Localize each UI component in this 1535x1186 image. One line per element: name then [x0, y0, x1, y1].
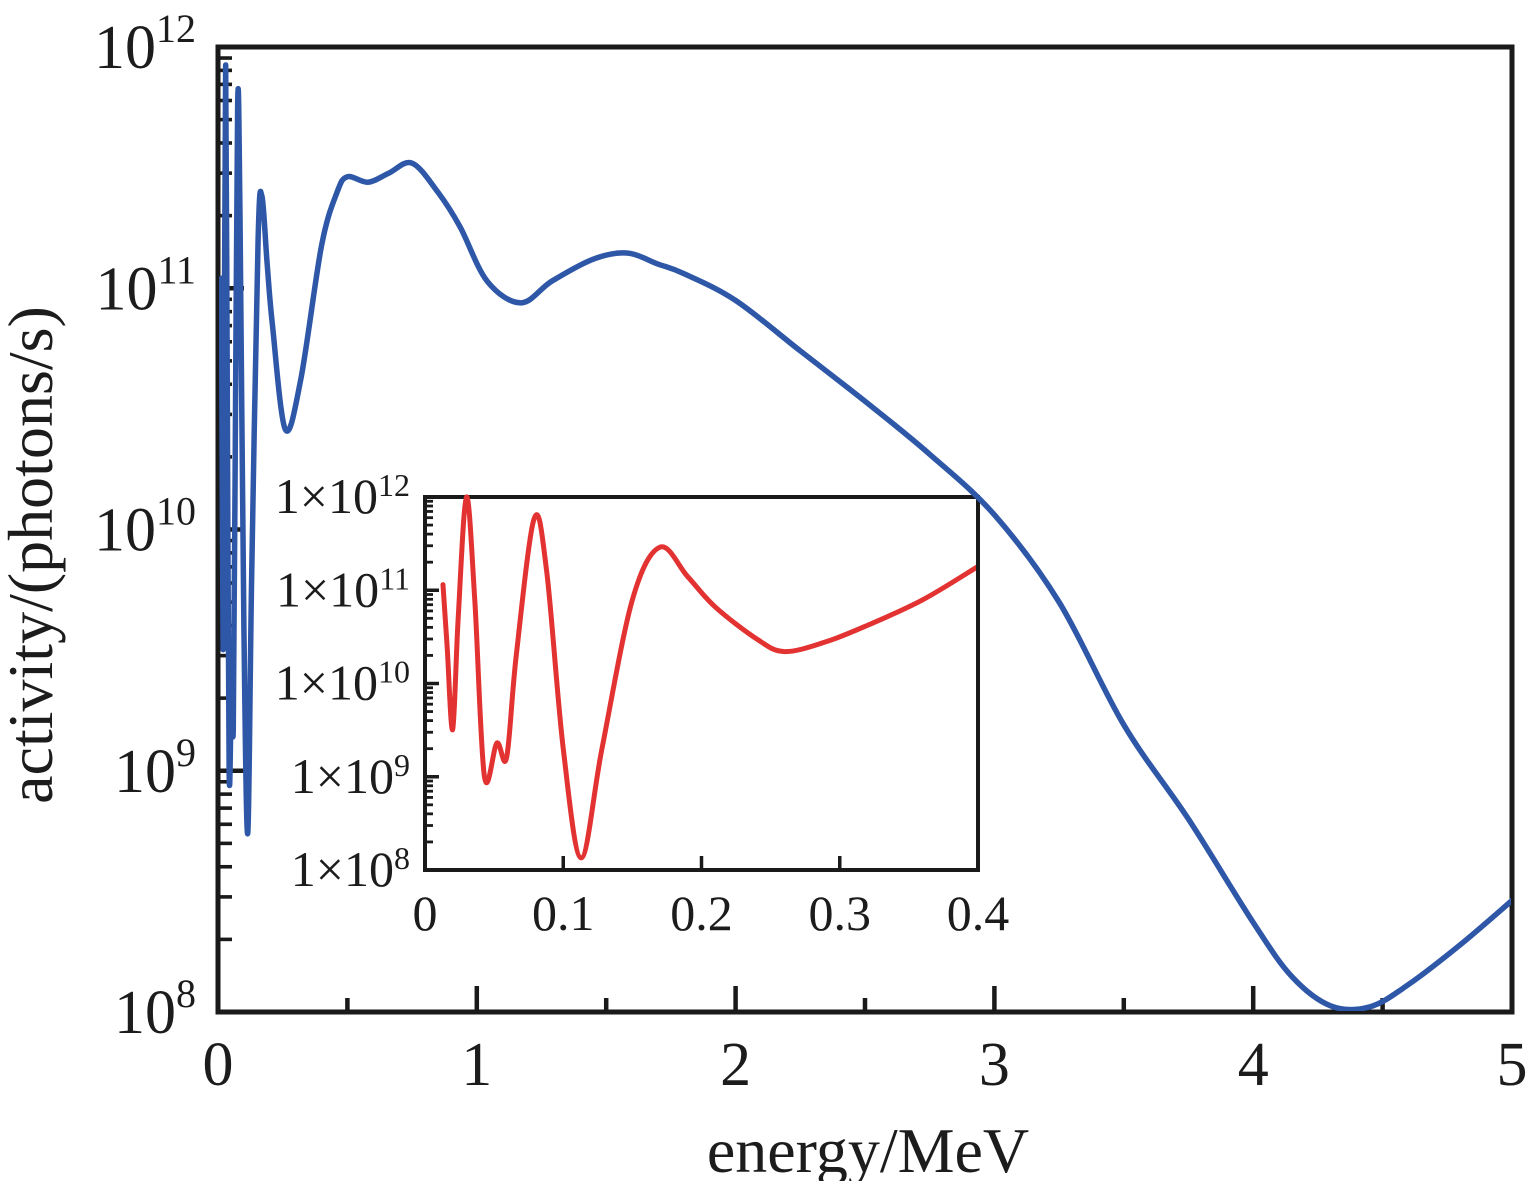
x-tick-label: 0.4	[947, 885, 1010, 941]
y-tick-label: 1×109	[291, 747, 410, 804]
y-tick-label: 108	[114, 971, 196, 1047]
y-tick-label: 1×1012	[275, 467, 410, 524]
inset-background	[425, 497, 978, 870]
x-tick-label: 5	[1497, 1031, 1528, 1099]
main-plot-frame	[215, 44, 1515, 1015]
x-tick-label: 0	[413, 885, 438, 941]
y-tick-label: 1×1011	[276, 560, 410, 617]
x-tick-label: 0.2	[670, 885, 733, 941]
y-tick-label: 1011	[95, 247, 196, 323]
inset-plot-frame	[423, 495, 980, 872]
main-y-axis-title: activity/(photons/s)	[0, 306, 66, 804]
y-tick-label: 1×108	[291, 840, 410, 897]
main-curve	[219, 62, 1511, 1011]
y-tick-label: 1010	[94, 489, 196, 565]
inset-plot: 0 0.1 0.2 0.3 0.4 1×1012 1×1011 1×1010 1×109 1×10…	[275, 467, 1009, 941]
y-tick-label: 1×1010	[275, 654, 410, 711]
x-tick-label: 0.1	[532, 885, 595, 941]
x-tick-label: 2	[720, 1031, 751, 1099]
x-tick-label: 0	[203, 1031, 234, 1099]
series-main-line	[219, 62, 1511, 1011]
y-tick-label: 1012	[94, 6, 196, 82]
inset-tick-labels: 0 0.1 0.2 0.3 0.4 1×1012 1×1011 1×1010 1×109 1×10…	[275, 467, 1009, 941]
main-x-axis-title: energy/MeV	[707, 1115, 1029, 1181]
y-tick-label: 109	[114, 730, 196, 806]
series-inset-line	[440, 494, 976, 861]
x-tick-label: 1	[461, 1031, 492, 1099]
x-tick-label: 0.3	[809, 885, 872, 941]
inset-curve	[440, 494, 976, 861]
x-tick-label: 3	[979, 1031, 1010, 1099]
x-tick-label: 4	[1238, 1031, 1269, 1099]
